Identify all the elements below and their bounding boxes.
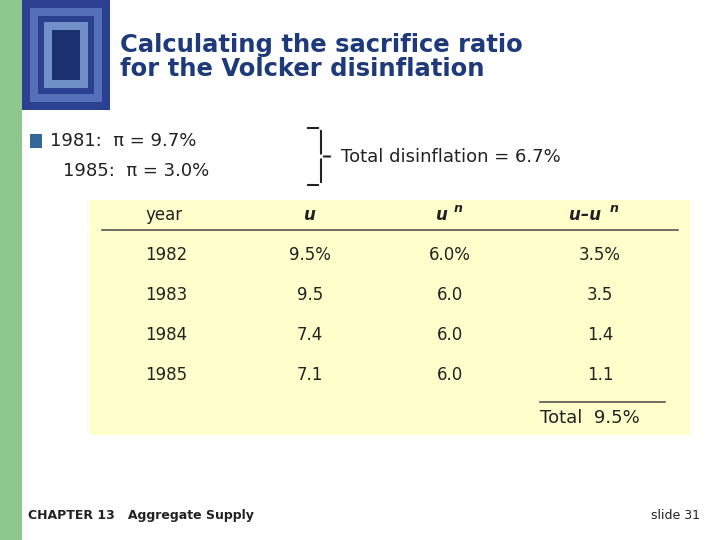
- Bar: [52, 30, 80, 80]
- Text: 1985:  π = 3.0%: 1985: π = 3.0%: [63, 162, 210, 180]
- Text: Total  9.5%: Total 9.5%: [540, 409, 640, 427]
- Text: Total disinflation = 6.7%: Total disinflation = 6.7%: [341, 147, 561, 165]
- Text: 6.0: 6.0: [437, 366, 463, 384]
- Bar: [38, 16, 94, 94]
- Bar: [44, 22, 88, 88]
- Text: 6.0%: 6.0%: [429, 246, 471, 264]
- Text: 1984: 1984: [145, 326, 187, 344]
- Text: 1981:  π = 9.7%: 1981: π = 9.7%: [50, 132, 197, 150]
- Text: u: u: [304, 206, 316, 224]
- Text: 6.0: 6.0: [437, 286, 463, 304]
- Text: 7.4: 7.4: [297, 326, 323, 344]
- Text: u–u: u–u: [569, 206, 601, 224]
- Text: u: u: [436, 206, 448, 224]
- Bar: [90, 200, 690, 435]
- Text: 1.4: 1.4: [587, 326, 613, 344]
- Text: 3.5%: 3.5%: [579, 246, 621, 264]
- Bar: [0, 0, 22, 540]
- Text: 1985: 1985: [145, 366, 187, 384]
- Text: 9.5: 9.5: [297, 286, 323, 304]
- Bar: [22, 0, 110, 110]
- Text: 3.5: 3.5: [587, 286, 613, 304]
- Text: 1982: 1982: [145, 246, 187, 264]
- Text: n: n: [454, 202, 462, 215]
- Text: Calculating the sacrifice ratio: Calculating the sacrifice ratio: [120, 33, 523, 57]
- Text: slide 31: slide 31: [651, 509, 700, 522]
- Text: 1.1: 1.1: [587, 366, 613, 384]
- Text: 9.5%: 9.5%: [289, 246, 331, 264]
- Bar: [30, 134, 42, 148]
- Text: 1983: 1983: [145, 286, 187, 304]
- Text: 7.1: 7.1: [297, 366, 323, 384]
- Text: year: year: [145, 206, 182, 224]
- Text: 6.0: 6.0: [437, 326, 463, 344]
- Bar: [30, 8, 102, 102]
- Text: for the Volcker disinflation: for the Volcker disinflation: [120, 57, 485, 81]
- Text: CHAPTER 13   Aggregate Supply: CHAPTER 13 Aggregate Supply: [28, 509, 254, 522]
- Text: n: n: [610, 202, 618, 215]
